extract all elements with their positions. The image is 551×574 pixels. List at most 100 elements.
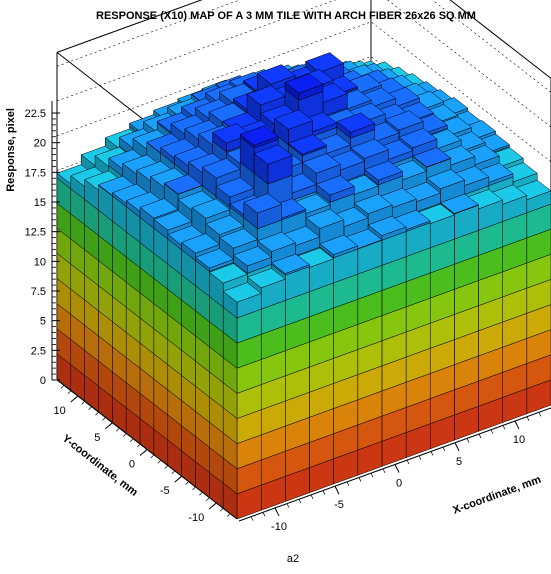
x-tick-label: -10 [271,521,287,533]
bar-face-top [222,282,262,303]
bar-face-top [191,198,231,219]
bar-face-top [232,246,273,267]
y-minor-tick [171,470,175,475]
bar-face-top [219,228,259,249]
x-minor-tick [442,446,446,452]
y-minor-tick [60,385,65,389]
x-minor-tick [382,468,386,474]
z-tick-label: 12.5 [25,227,46,239]
y-minor-tick [192,486,196,491]
chart-title: RESPONSE (X10) MAP OF A 3 MM TILE WITH A… [96,10,476,22]
bar-face-top [398,128,438,149]
bar-face-top [257,231,297,252]
z-tick-label: 17.5 [25,167,46,179]
x-minor-tick [370,473,374,478]
bar-face-top [208,263,248,284]
bar-face-top [194,248,235,269]
y-minor-tick [88,406,92,410]
bar-face-top [253,144,293,165]
z-tick-label: 7.5 [31,286,46,298]
x-axis-title: X-coordinate, mm [451,474,543,517]
y-minor-tick [206,497,210,501]
bar-face-top [246,85,286,106]
y-minor-tick [164,465,169,469]
x-tick-label: 10 [513,434,525,446]
y-minor-tick [74,395,79,400]
y-minor-tick [81,401,85,405]
x-minor-tick [406,459,410,465]
z-axis-title: Response, pixel [5,108,17,192]
y-minor-tick [129,438,134,443]
x-minor-tick [274,507,278,513]
y-minor-tick [122,433,127,437]
bar-face-top [336,112,376,133]
x-minor-tick [322,490,326,495]
y-tick-label: 5 [94,432,100,444]
x-minor-tick [490,429,494,434]
y-minor-tick [150,454,155,459]
bar-face-top [274,109,314,130]
y-minor-tick [199,492,203,496]
bar-face-top [305,208,345,229]
x-minor-tick [478,433,482,439]
bar-face-top [384,110,424,131]
grid-line [56,0,551,93]
x-tick-label: 5 [456,456,462,468]
bar-face-top [246,268,286,289]
bar-face-top [256,64,296,85]
y-minor-tick [102,417,106,421]
bar-face-top [201,158,241,179]
x-minor-tick [286,503,290,508]
x-minor-tick [262,512,266,517]
bar-face-top [287,134,328,155]
bar-face-top [353,193,393,215]
x-minor-tick [514,420,518,426]
y-tick-label: -10 [188,512,204,524]
x-minor-tick [298,499,302,504]
y-minor-tick [95,411,99,416]
bar-face-top [319,234,359,255]
y-minor-tick [185,481,189,485]
bar-face-top [215,177,255,198]
x-minor-tick [430,451,434,456]
bar-face-top [412,147,452,168]
grid-line [56,21,551,163]
z-tick-label: 10 [34,256,46,268]
z-tick-label: 5 [40,316,46,328]
x-minor-tick [466,438,470,443]
bar-face-top [367,215,407,236]
bar-face-top [363,160,404,181]
bar [222,282,262,520]
frame-edge [56,0,203,53]
y-minor-tick [219,508,224,512]
x-tick-label: 0 [396,478,402,490]
y-tick-label: -5 [160,485,170,497]
bar-face-top [439,193,480,214]
y-minor-tick [178,475,182,480]
bar-face-top [153,210,193,231]
x-minor-tick [538,412,542,417]
bar-face-top [163,174,203,195]
y-minor-tick [212,502,217,507]
y-minor-tick [109,422,113,427]
x-minor-tick [358,477,362,482]
z-tick-label: 0 [40,375,46,387]
bar-face-top [350,138,390,159]
bar-face-top [239,125,279,146]
bar-face-top [139,198,179,219]
x-minor-tick [502,425,506,430]
bar-face-top [270,253,311,274]
y-minor-tick [157,459,162,464]
y-minor-tick [67,390,72,394]
y-tick-label: 10 [54,405,66,417]
bars-group [56,52,551,520]
z-tick-label: 15 [34,197,46,209]
bar-face-top [301,153,341,174]
x-minor-tick [454,442,458,447]
x-minor-tick [250,516,254,521]
x-minor-tick [310,494,314,500]
grid-line [56,0,551,128]
x-minor-tick [334,486,338,491]
